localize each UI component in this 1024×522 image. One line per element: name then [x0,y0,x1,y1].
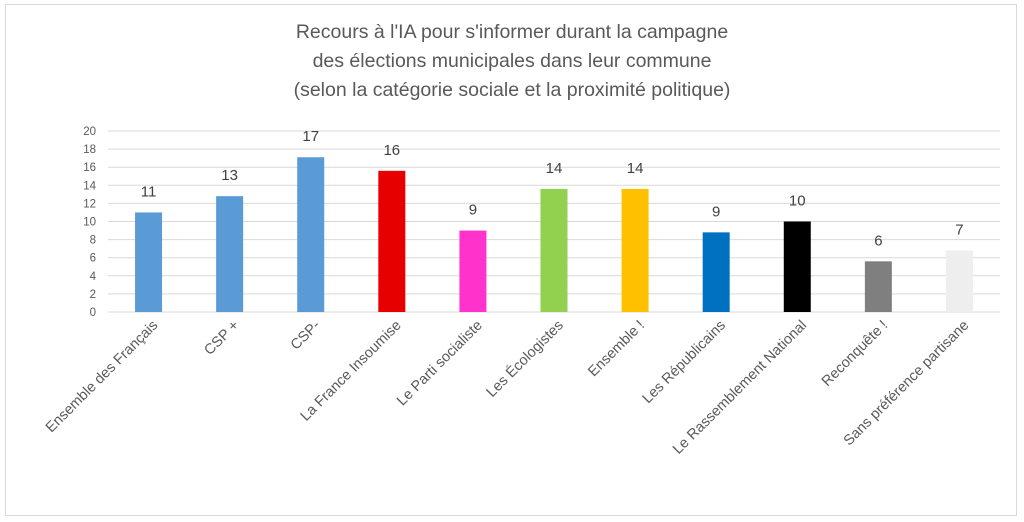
category-label: CSP- [288,317,324,353]
category-label: Les Écologistes [483,317,567,401]
y-tick-label: 10 [83,217,96,229]
category-label: Les Républicains [640,318,729,407]
chart-title: Recours à l'IA pour s'informer durant la… [0,18,1024,105]
bar-8 [702,232,730,312]
y-tick-label: 8 [90,235,96,247]
data-label: 11 [141,183,157,200]
bar-2 [216,196,244,312]
bar-7 [621,188,649,312]
bars [135,157,973,312]
bar-6 [540,188,568,312]
data-label: 16 [383,142,400,159]
y-tick-label: 2 [90,289,96,301]
bar-1 [135,212,163,312]
category-label: Le Rassemblement National [670,318,810,458]
data-label: 13 [221,167,238,184]
category-label: Ensemble des Français [43,318,161,436]
data-label: 14 [546,160,563,177]
bar-4 [378,170,406,312]
y-tick-label: 16 [83,162,96,174]
bar-10 [864,261,892,312]
bar-5 [459,230,487,312]
category-label: CSP + [201,318,242,359]
category-label: Le Parti socialiste [394,318,486,410]
y-tick-label: 18 [83,144,96,156]
y-tick-label: 20 [83,126,96,138]
data-label: 6 [874,232,882,249]
data-labels: 11 13 17 16 9 14 14 9 10 6 7 [141,128,964,249]
data-label: 7 [955,221,963,238]
chart-title-line-3: (selon la catégorie sociale et la proxim… [293,79,731,101]
y-axis: 0 2 4 6 8 10 12 14 16 18 20 [83,126,96,319]
bar-3 [297,157,325,312]
chart-title-line-1: Recours à l'IA pour s'informer durant la… [295,21,729,43]
category-label: Reconquête ! [819,318,891,390]
y-tick-label: 0 [90,307,96,319]
data-label: 10 [789,193,806,210]
data-label: 9 [712,203,720,220]
chart-title-line-2: des élections municipales dans leur comm… [312,50,712,72]
y-tick-label: 4 [90,271,97,283]
data-label: 14 [627,160,644,177]
data-label: 9 [469,202,477,219]
category-labels: Ensemble des Français CSP + CSP-La France … [43,317,972,458]
y-tick-label: 12 [83,198,96,210]
chart-frame [5,4,1017,516]
bar-9 [783,221,811,312]
category-label: Ensemble ! [585,318,648,381]
bar-11 [945,250,973,312]
data-label: 17 [302,128,319,145]
y-tick-label: 6 [90,253,96,265]
y-tick-label: 14 [83,180,96,192]
